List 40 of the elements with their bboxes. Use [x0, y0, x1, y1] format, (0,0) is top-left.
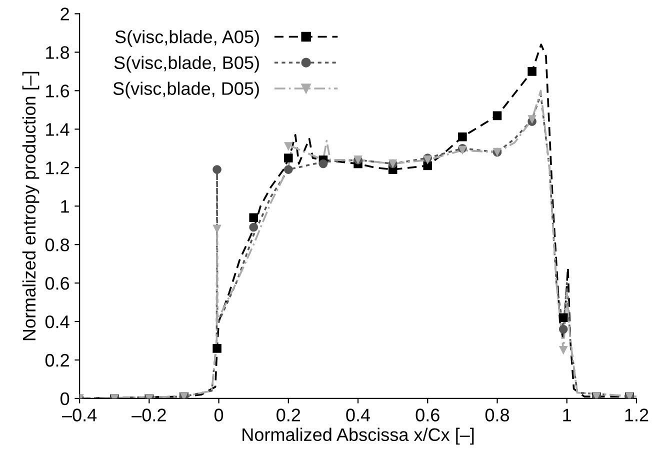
y-tick-label: 0.2 — [45, 354, 69, 367]
y-tick-label: 0.4 — [45, 315, 70, 328]
point — [558, 324, 568, 334]
y-tick-label: 1.2 — [46, 162, 69, 174]
legend-label: S(visc,blade, B05) — [114, 56, 259, 73]
point — [212, 165, 222, 174]
y-tick-label: 0 — [60, 392, 70, 406]
point — [249, 222, 258, 232]
y-tick-label: 0.8 — [45, 238, 70, 252]
point — [284, 154, 293, 162]
x-tick-label: 1 — [563, 408, 572, 422]
point — [458, 132, 467, 142]
x-tick-label: –0.4 — [62, 408, 97, 422]
x-tick-label: –0.2 — [132, 408, 166, 422]
y-tick-label: 1 — [61, 200, 69, 213]
point — [558, 313, 568, 322]
y-tick-label: 1.6 — [46, 84, 70, 98]
x-tick-label: 0.6 — [416, 408, 440, 422]
point — [492, 111, 502, 120]
x-tick-label: 1.2 — [625, 408, 648, 422]
point — [284, 142, 293, 151]
point — [249, 213, 258, 222]
x-tick-label: 0.4 — [346, 408, 370, 422]
point — [284, 165, 293, 174]
point — [318, 159, 328, 168]
point — [528, 67, 536, 76]
y-tick-label: 1.4 — [46, 123, 70, 136]
x-tick-label: 0.2 — [276, 408, 300, 422]
point — [423, 161, 432, 170]
x-tick-label: 0.8 — [485, 408, 510, 422]
y-tick-label: 0.6 — [45, 276, 70, 290]
x-tick-label: 0 — [214, 408, 224, 422]
y-tick-label: 2 — [60, 8, 69, 20]
legend-label: S(visc,blade, D05) — [113, 82, 259, 99]
point — [212, 344, 222, 353]
y-tick-label: 1.8 — [46, 46, 70, 59]
point — [558, 346, 568, 355]
x-axis-title: Normalized Abscissa x/Cx [–] — [242, 428, 474, 445]
legend-label: S(visc,blade, A05) — [115, 30, 259, 47]
y-axis-title: Normalized entropy production [–] — [22, 72, 40, 340]
